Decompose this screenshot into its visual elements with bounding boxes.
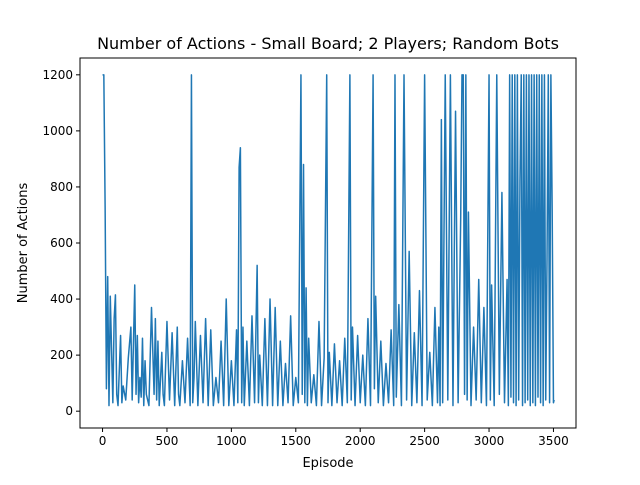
y-tick-label: 200 bbox=[50, 348, 73, 362]
x-tick-label: 500 bbox=[156, 434, 179, 448]
y-axis-label: Number of Actions bbox=[16, 183, 31, 304]
x-tick-label: 0 bbox=[99, 434, 107, 448]
y-tick-label: 0 bbox=[65, 404, 73, 418]
x-tick-label: 3000 bbox=[474, 434, 505, 448]
x-tick-label: 1000 bbox=[216, 434, 247, 448]
y-tick-label: 1000 bbox=[42, 124, 73, 138]
y-tick-label: 600 bbox=[50, 236, 73, 250]
x-tick-label: 2000 bbox=[345, 434, 376, 448]
x-tick-label: 1500 bbox=[281, 434, 312, 448]
x-axis-label: Episode bbox=[302, 456, 353, 471]
y-tick-label: 800 bbox=[50, 180, 73, 194]
y-tick-label: 400 bbox=[50, 292, 73, 306]
chart-title: Number of Actions - Small Board; 2 Playe… bbox=[97, 34, 559, 53]
series-line-0 bbox=[102, 74, 555, 407]
x-tick-label: 2500 bbox=[409, 434, 440, 448]
y-tick-label: 1200 bbox=[42, 68, 73, 82]
x-tick-label: 3500 bbox=[538, 434, 569, 448]
